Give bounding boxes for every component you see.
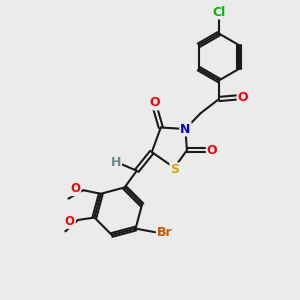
Text: O: O: [238, 91, 248, 104]
Text: O: O: [65, 215, 75, 228]
Text: O: O: [207, 144, 218, 157]
Text: Cl: Cl: [212, 5, 226, 19]
Text: N: N: [180, 122, 190, 136]
Text: O: O: [70, 182, 80, 195]
Text: O: O: [149, 96, 160, 110]
Text: Br: Br: [157, 226, 172, 239]
Text: H: H: [111, 156, 121, 169]
Text: S: S: [170, 163, 179, 176]
